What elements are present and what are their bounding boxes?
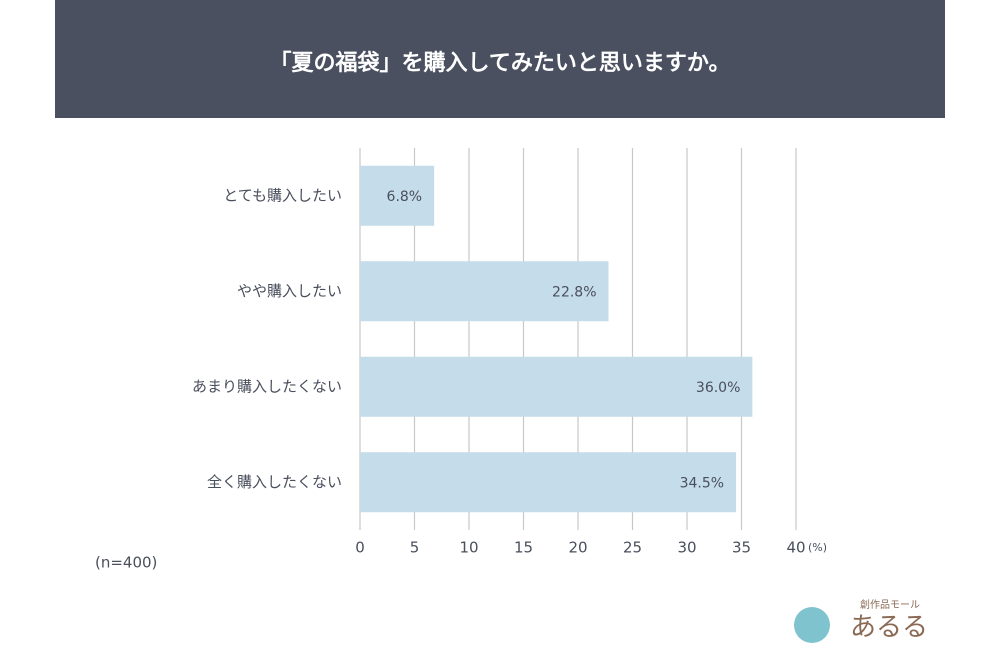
value-label: 22.8% xyxy=(552,284,596,300)
logo-name: あるる xyxy=(850,613,928,643)
x-tick-label: 0 xyxy=(355,539,365,557)
value-label: 36.0% xyxy=(696,380,740,396)
x-tick-label: 40 xyxy=(786,539,805,557)
y-tick-label: とても購入したい xyxy=(223,186,342,204)
x-tick-label: 30 xyxy=(677,539,696,557)
x-tick-label: 25 xyxy=(623,539,642,557)
value-label: 34.5% xyxy=(680,475,724,491)
bar xyxy=(360,452,737,513)
x-tick-label: 15 xyxy=(514,539,533,557)
logo: 創作品モール あるる xyxy=(794,599,928,643)
value-label: 6.8% xyxy=(387,189,423,205)
x-axis-label: (%) xyxy=(808,541,827,554)
note: (n=400) xyxy=(95,554,157,572)
chart-title: 「夏の福袋」を購入してみたいと思いますか。 xyxy=(270,50,731,76)
y-tick-label: 全く購入したくない xyxy=(207,473,342,491)
title-banner xyxy=(55,0,945,118)
logo-tagline: 創作品モール xyxy=(860,599,920,611)
x-tick-label: 10 xyxy=(459,539,478,557)
y-tick-label: あまり購入したくない xyxy=(192,377,342,395)
y-tick-label: やや購入したい xyxy=(237,282,342,300)
logo-icon xyxy=(794,607,830,643)
bar xyxy=(360,165,435,226)
x-tick-label: 35 xyxy=(732,539,751,557)
bar xyxy=(360,261,609,322)
bar xyxy=(360,356,753,417)
x-tick-label: 5 xyxy=(410,539,420,557)
x-tick-label: 20 xyxy=(568,539,587,557)
